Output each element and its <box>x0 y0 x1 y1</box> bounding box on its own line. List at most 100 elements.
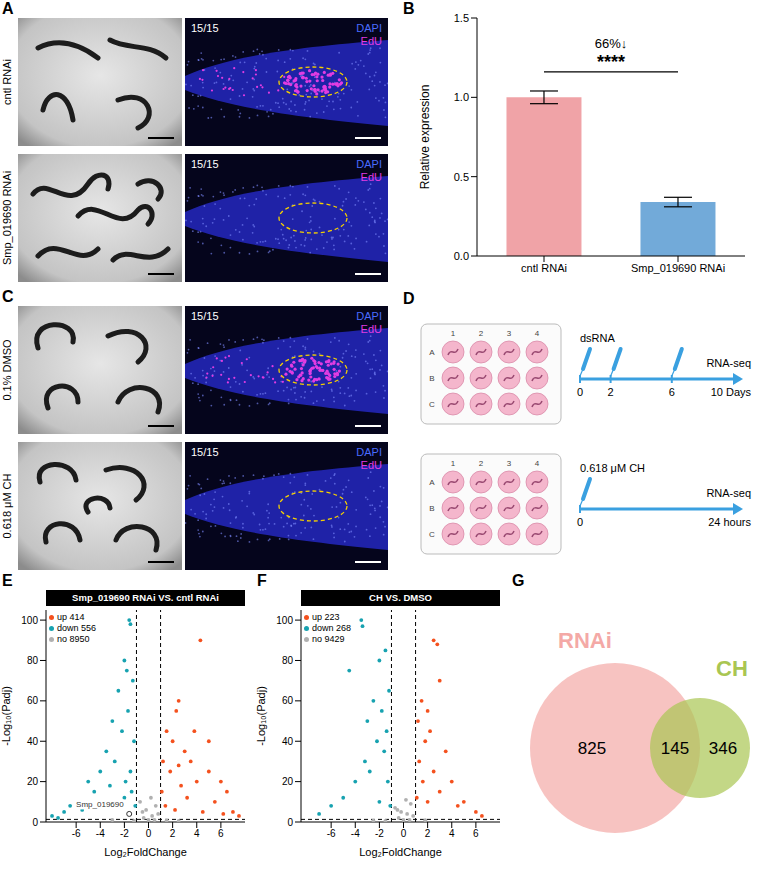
html-text:E: E <box>2 572 13 589</box>
svg-text:2: 2 <box>479 329 484 338</box>
svg-text:2: 2 <box>170 828 176 839</box>
svg-text:B: B <box>429 504 434 513</box>
html-text:no 9429: no 9429 <box>312 634 345 644</box>
svg-text:20: 20 <box>27 776 39 787</box>
html-text:D: D <box>403 290 415 307</box>
svg-text:Log₂FoldChange: Log₂FoldChange <box>104 846 187 858</box>
svg-text:1: 1 <box>451 459 456 468</box>
svg-text:6: 6 <box>669 386 675 398</box>
svg-text:-4: -4 <box>96 828 105 839</box>
svg-text:EdU: EdU <box>361 35 382 47</box>
html-text:G: G <box>512 572 525 589</box>
svg-text:0.0: 0.0 <box>454 250 469 262</box>
svg-text:24 hours: 24 hours <box>708 516 751 528</box>
svg-text:Smp_019690 RNAi: Smp_019690 RNAi <box>631 262 725 274</box>
svg-text:346: 346 <box>709 739 737 758</box>
svg-text:2: 2 <box>479 459 484 468</box>
svg-text:40: 40 <box>282 736 294 747</box>
svg-text:15/15: 15/15 <box>191 22 219 34</box>
svg-text:A: A <box>429 348 435 357</box>
svg-text:6: 6 <box>218 828 224 839</box>
svg-text:60: 60 <box>282 695 294 706</box>
html-text:C: C <box>2 288 14 305</box>
svg-text:Relative expression: Relative expression <box>418 85 432 190</box>
svg-text:****: **** <box>597 52 625 72</box>
svg-text:DAPI: DAPI <box>356 310 382 322</box>
svg-text:DAPI: DAPI <box>356 446 382 458</box>
svg-text:4: 4 <box>449 828 455 839</box>
svg-text:dsRNA: dsRNA <box>580 332 616 344</box>
html-text:down 556: down 556 <box>57 623 96 633</box>
svg-text:cntl RNAi: cntl RNAi <box>1 59 13 105</box>
html-text:up 223: up 223 <box>312 612 340 622</box>
svg-text:-4: -4 <box>351 828 360 839</box>
svg-text:20: 20 <box>282 776 294 787</box>
svg-text:4: 4 <box>535 459 540 468</box>
svg-text:DAPI: DAPI <box>356 22 382 34</box>
svg-text:-2: -2 <box>120 828 129 839</box>
html-text:F: F <box>257 572 267 589</box>
svg-text:100: 100 <box>276 615 293 626</box>
html-text:up 414: up 414 <box>57 612 85 622</box>
svg-text:66%↓: 66%↓ <box>595 36 628 51</box>
svg-text:0: 0 <box>32 817 38 828</box>
svg-text:40: 40 <box>27 736 39 747</box>
svg-text:-Log₁₀(Padj): -Log₁₀(Padj) <box>255 686 267 746</box>
svg-text:C: C <box>429 400 435 409</box>
svg-text:DAPI: DAPI <box>356 158 382 170</box>
svg-text:cntl RNAi: cntl RNAi <box>521 262 567 274</box>
svg-text:100: 100 <box>21 615 38 626</box>
svg-text:-6: -6 <box>327 828 336 839</box>
svg-text:0: 0 <box>287 817 293 828</box>
svg-text:15/15: 15/15 <box>191 446 219 458</box>
svg-text:0.1% DMSO: 0.1% DMSO <box>1 339 13 401</box>
svg-text:3: 3 <box>507 329 512 338</box>
svg-text:6: 6 <box>473 828 479 839</box>
svg-text:1.5: 1.5 <box>454 12 469 24</box>
svg-text:0.618 μM CH: 0.618 μM CH <box>580 462 645 474</box>
svg-text:CH: CH <box>716 656 748 681</box>
svg-text:15/15: 15/15 <box>191 158 219 170</box>
svg-text:2: 2 <box>425 828 431 839</box>
svg-text:B: B <box>429 374 434 383</box>
svg-text:3: 3 <box>507 459 512 468</box>
svg-text:1.0: 1.0 <box>454 91 469 103</box>
svg-text:0: 0 <box>577 386 583 398</box>
svg-text:EdU: EdU <box>361 171 382 183</box>
svg-text:Smp_019690: Smp_019690 <box>76 800 124 809</box>
svg-text:EdU: EdU <box>361 323 382 335</box>
html-text:CH VS. DMSO: CH VS. DMSO <box>369 592 432 603</box>
svg-text:80: 80 <box>282 655 294 666</box>
svg-text:A: A <box>429 478 435 487</box>
svg-text:RNAi: RNAi <box>558 628 612 653</box>
svg-text:2: 2 <box>608 386 614 398</box>
svg-text:145: 145 <box>661 739 689 758</box>
svg-text:Log₂FoldChange: Log₂FoldChange <box>359 846 442 858</box>
html-text:no 8950: no 8950 <box>57 634 90 644</box>
svg-text:60: 60 <box>27 695 39 706</box>
svg-text:RNA-seq: RNA-seq <box>706 357 751 369</box>
svg-text:-Log₁₀(Padj): -Log₁₀(Padj) <box>0 686 12 746</box>
svg-text:0.5: 0.5 <box>454 171 469 183</box>
svg-text:4: 4 <box>194 828 200 839</box>
svg-text:10 Days: 10 Days <box>711 386 752 398</box>
html-text:A: A <box>2 0 14 17</box>
svg-text:825: 825 <box>578 739 606 758</box>
svg-text:15/15: 15/15 <box>191 310 219 322</box>
svg-text:80: 80 <box>27 655 39 666</box>
svg-text:1: 1 <box>451 329 456 338</box>
svg-text:0: 0 <box>146 828 152 839</box>
svg-text:0.618 μM CH: 0.618 μM CH <box>1 473 13 538</box>
svg-text:4: 4 <box>535 329 540 338</box>
html-text:B: B <box>403 0 415 17</box>
html-text:down 268: down 268 <box>312 623 351 633</box>
svg-text:0: 0 <box>577 516 583 528</box>
svg-text:Smp_019690 RNAi: Smp_019690 RNAi <box>1 171 13 265</box>
svg-text:0: 0 <box>401 828 407 839</box>
svg-text:RNA-seq: RNA-seq <box>706 487 751 499</box>
svg-text:-2: -2 <box>375 828 384 839</box>
html-text:Smp_019690 RNAi VS. cntl RNAi: Smp_019690 RNAi VS. cntl RNAi <box>72 592 219 603</box>
svg-text:C: C <box>429 530 435 539</box>
svg-text:EdU: EdU <box>361 459 382 471</box>
svg-text:-6: -6 <box>72 828 81 839</box>
